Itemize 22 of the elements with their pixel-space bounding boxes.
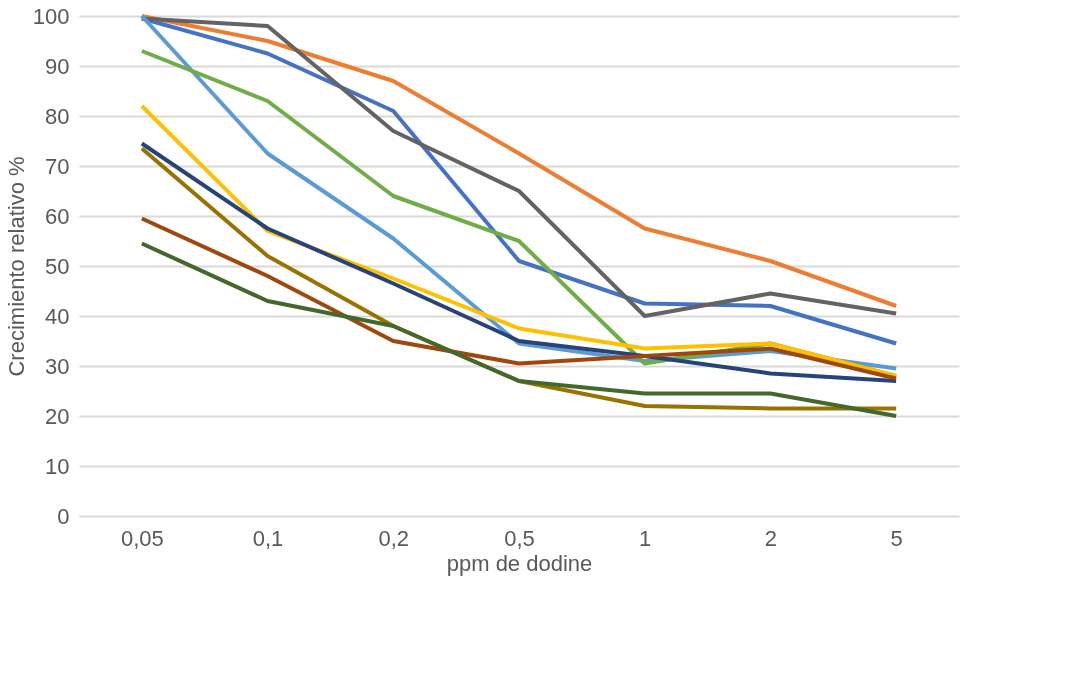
- x-tick-label: 0,5: [504, 525, 535, 551]
- x-tick-label: 5: [890, 525, 903, 551]
- y-tick-label: 30: [45, 353, 70, 379]
- y-tick-label: 50: [45, 253, 70, 279]
- y-tick-label: 100: [32, 3, 70, 29]
- y-tick-label: 70: [45, 153, 70, 179]
- y-tick-label: 90: [45, 53, 70, 79]
- y-tick-label: 80: [45, 103, 70, 129]
- x-tick-label: 0,2: [378, 525, 410, 551]
- x-tick-label: 1: [639, 525, 652, 551]
- y-axis-title: Crecimiento relativo %: [3, 156, 29, 377]
- x-tick-label: 0,05: [120, 525, 164, 551]
- x-axis-title: ppm de dodine: [446, 550, 593, 576]
- line-series: [139, 241, 899, 418]
- y-tick-label: 0: [57, 503, 70, 529]
- y-tick-label: 10: [45, 453, 70, 479]
- line-series: [139, 216, 899, 381]
- y-tick-label: 60: [45, 203, 70, 229]
- x-tick-label: 0,1: [252, 525, 284, 551]
- x-tick-label: 2: [764, 525, 778, 551]
- y-tick-label: 20: [45, 403, 70, 429]
- y-tick-label: 40: [45, 303, 70, 329]
